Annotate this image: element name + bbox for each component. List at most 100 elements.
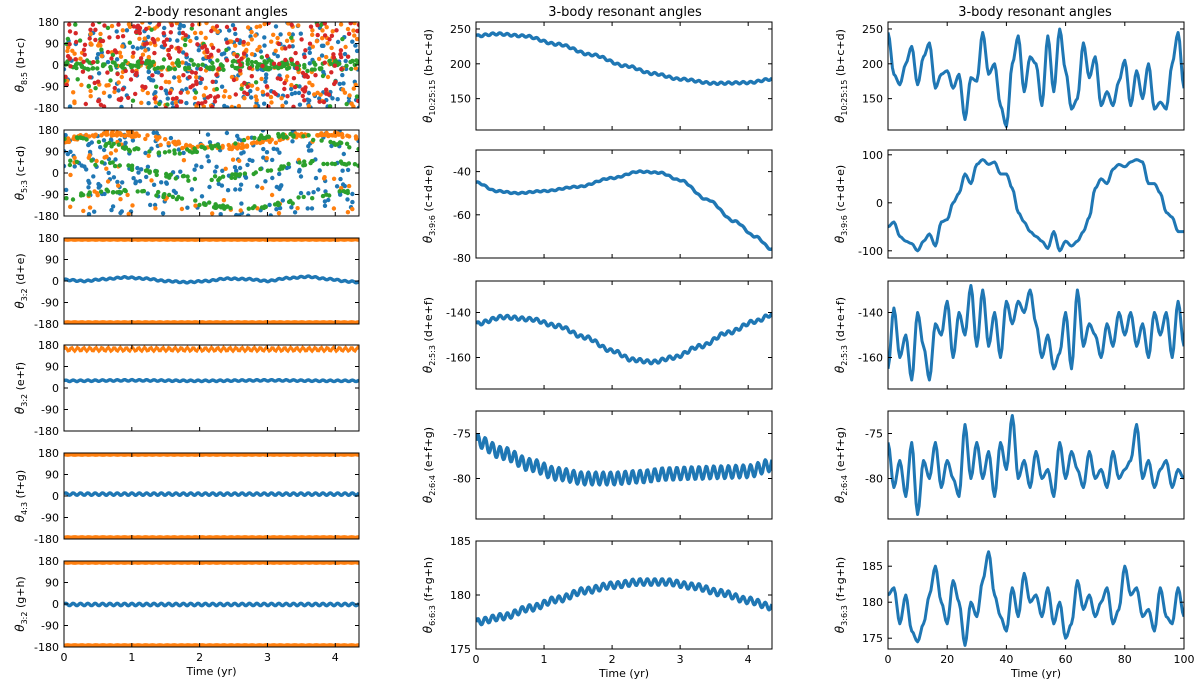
data-point [305, 206, 310, 211]
data-point [295, 206, 300, 211]
data-point [311, 137, 316, 143]
data-point [133, 91, 138, 97]
data-point [163, 105, 168, 108]
data-point [119, 74, 125, 80]
data-point [311, 60, 317, 65]
data-point [277, 61, 282, 67]
x-tick-label: 80 [1118, 653, 1132, 666]
data-point [115, 179, 120, 185]
data-point [215, 29, 220, 34]
data-point [166, 80, 172, 85]
series-angle [476, 169, 772, 251]
data-point [98, 189, 104, 194]
axes-frame [887, 280, 1185, 390]
data-point [229, 146, 234, 152]
data-point [176, 194, 181, 200]
data-point [136, 170, 141, 175]
data-point [116, 183, 121, 188]
data-point [124, 28, 130, 33]
y-tick-label: -100 [858, 245, 883, 258]
data-point [91, 174, 96, 179]
data-point [95, 52, 101, 57]
series-line [888, 284, 1184, 382]
series-line [64, 601, 359, 608]
data-point [302, 162, 308, 168]
data-point [225, 188, 231, 193]
data-point [296, 90, 302, 96]
plot-area [476, 577, 772, 627]
panel-c3r2: -100 0 100 θ3:9:6 (c+d+e) [833, 149, 1185, 259]
data-point [74, 159, 80, 165]
data-point [71, 136, 76, 141]
data-point [82, 66, 87, 71]
data-point [237, 158, 242, 163]
data-point [214, 86, 219, 92]
y-tick-label: 0 [876, 197, 883, 210]
axes-frame [475, 21, 773, 131]
data-point [164, 37, 170, 42]
data-point [338, 176, 343, 182]
data-point [349, 66, 354, 72]
data-point [239, 145, 244, 151]
data-point [101, 90, 107, 96]
data-point [180, 174, 186, 179]
data-point [331, 206, 337, 211]
data-point [342, 90, 348, 95]
data-point [350, 199, 355, 205]
data-point [87, 205, 93, 210]
data-point [354, 94, 359, 99]
data-point [258, 49, 263, 54]
data-point [161, 57, 167, 62]
y-axis-label: θ3:2 (d+e) [13, 253, 29, 308]
data-point [326, 197, 331, 203]
data-point [139, 167, 144, 172]
data-point [254, 24, 259, 30]
data-point [224, 47, 229, 53]
data-point [233, 92, 238, 97]
data-point [289, 82, 294, 88]
data-point [64, 78, 67, 83]
data-point [204, 22, 209, 26]
y-tick-label: 0 [52, 275, 59, 288]
data-point [173, 190, 178, 195]
data-point [273, 24, 279, 29]
data-point [165, 102, 170, 107]
data-point [341, 81, 346, 86]
data-point [98, 145, 103, 150]
data-point [315, 23, 320, 28]
data-point [81, 59, 86, 64]
data-point [269, 192, 275, 198]
data-point [150, 73, 155, 78]
data-point [342, 183, 347, 189]
data-point [268, 94, 274, 100]
data-point [75, 136, 80, 141]
x-tick-label: 3 [677, 653, 684, 666]
data-point [241, 51, 247, 56]
data-point [260, 89, 265, 95]
y-axis-label: θ3:9:6 (c+d+e) [421, 165, 437, 243]
data-point [149, 27, 154, 32]
data-point [157, 135, 162, 140]
plot-area [476, 312, 772, 366]
data-point [116, 22, 121, 27]
data-point [230, 157, 236, 162]
data-point [192, 176, 198, 182]
data-point [77, 38, 83, 43]
data-point [263, 79, 268, 84]
data-point [247, 65, 253, 71]
data-point [130, 68, 135, 74]
data-point [263, 75, 269, 81]
data-point [163, 79, 169, 85]
data-point [158, 142, 163, 148]
data-point [310, 44, 315, 49]
y-axis-label: θ6:6:3 (f+g+h) [421, 557, 437, 633]
data-point [307, 46, 312, 51]
y-tick-label: 0 [52, 598, 59, 611]
data-point [105, 25, 111, 31]
data-point [320, 73, 326, 79]
data-point [108, 67, 114, 72]
y-tick-label: 150 [450, 93, 471, 106]
data-point [227, 94, 232, 100]
